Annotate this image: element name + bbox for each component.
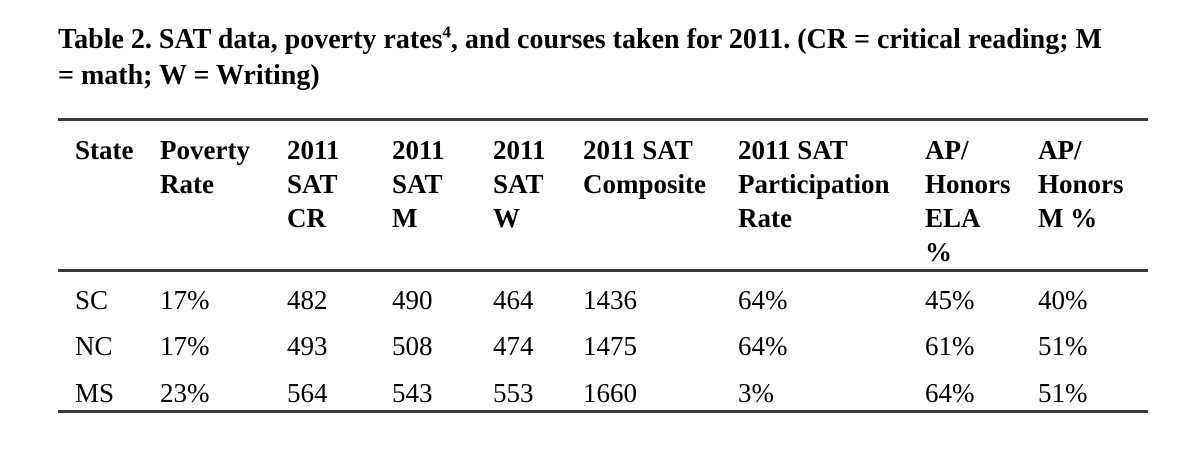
- header-row: State Poverty Rate 2011 SAT CR 2011 SAT …: [58, 119, 1148, 272]
- column-header-state: State: [58, 119, 160, 272]
- caption-line1-text: Table 2. SAT data, poverty rates: [58, 24, 443, 55]
- caption-line1-text-cont: , and courses taken for 2011. (CR = crit…: [450, 24, 1102, 55]
- cell-poverty-rate: 23%: [160, 377, 210, 408]
- footnote-ref: 4: [442, 22, 451, 42]
- cell-sat-cr: 564: [287, 377, 328, 408]
- column-header-poverty-rate: Poverty Rate: [160, 119, 287, 272]
- table-row-nc: NC 17% 493 508 474 1475 64% 61% 51%: [58, 318, 1148, 365]
- cell-ap-honors-ela: 45%: [925, 285, 975, 315]
- cell-poverty-rate: 17%: [160, 285, 210, 315]
- cell-sat-composite: 1475: [583, 330, 637, 361]
- cell-ap-honors-m: 40%: [1038, 285, 1088, 315]
- cell-sat-m: 508: [392, 330, 433, 361]
- column-header-sat-cr: 2011 SAT CR: [287, 119, 392, 272]
- cell-sat-composite: 1660: [583, 377, 637, 408]
- column-header-sat-w: 2011 SAT W: [493, 119, 583, 272]
- cell-sat-cr: 493: [287, 330, 328, 361]
- cell-sat-w: 464: [493, 285, 534, 315]
- cell-sat-w: 474: [493, 330, 534, 361]
- column-header-sat-participation: 2011 SAT Participation Rate: [738, 119, 925, 272]
- cell-ap-honors-m: 51%: [1038, 330, 1088, 361]
- cell-state: SC: [75, 285, 109, 315]
- cell-sat-participation: 64%: [738, 330, 788, 361]
- column-header-sat-composite: 2011 SAT Composite: [583, 119, 738, 272]
- cell-ap-honors-ela: 64%: [925, 377, 975, 408]
- cell-ap-honors-ela: 61%: [925, 330, 975, 361]
- cell-ap-honors-m: 51%: [1038, 377, 1088, 408]
- cell-poverty-rate: 17%: [160, 330, 210, 361]
- cell-sat-cr: 482: [287, 285, 328, 315]
- cell-sat-m: 543: [392, 377, 433, 408]
- caption-line2-text: = math; W = Writing): [58, 60, 320, 91]
- cell-sat-w: 553: [493, 377, 534, 408]
- cell-state: MS: [75, 377, 115, 408]
- column-header-ap-honors-ela: AP/ Honors ELA %: [925, 119, 1038, 272]
- column-header-ap-honors-m: AP/ Honors M %: [1038, 119, 1148, 272]
- cell-sat-composite: 1436: [583, 285, 637, 315]
- sat-data-table: State Poverty Rate 2011 SAT CR 2011 SAT …: [58, 118, 1148, 413]
- cell-state: NC: [75, 330, 113, 361]
- cell-sat-participation: 3%: [738, 377, 774, 408]
- table-caption: Table 2. SAT data, poverty rates4, and c…: [58, 22, 1102, 94]
- cell-sat-m: 490: [392, 285, 433, 315]
- table-row-sc: SC 17% 482 490 464 1436 64% 45% 40%: [58, 271, 1148, 318]
- cell-sat-participation: 64%: [738, 285, 788, 315]
- column-header-sat-m: 2011 SAT M: [392, 119, 493, 272]
- table-row-ms: MS 23% 564 543 553 1660 3% 64% 51%: [58, 365, 1148, 412]
